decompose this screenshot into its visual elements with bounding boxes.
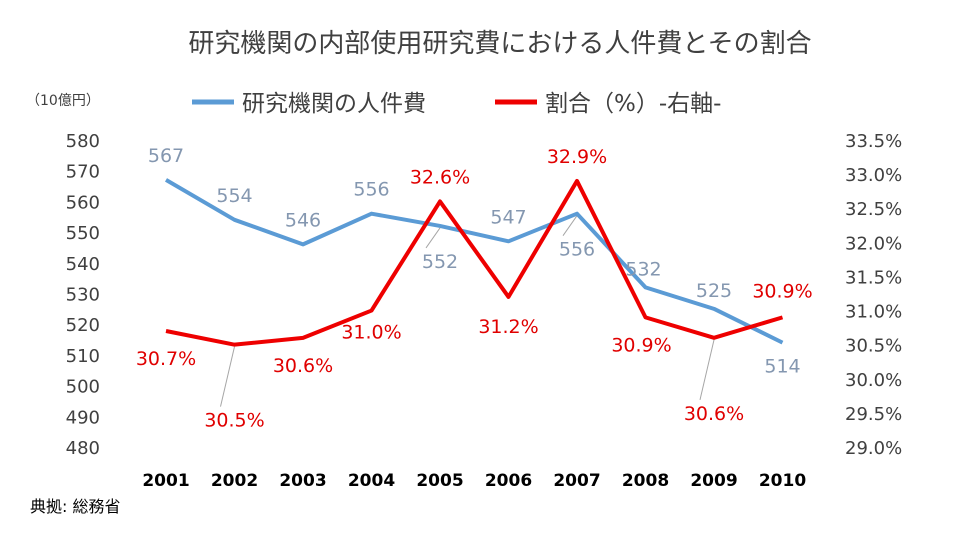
right-tick-label: 30.5% [845,336,902,357]
data-label: 31.2% [478,316,538,338]
left-tick-label: 580 [66,131,100,152]
left-tick-label: 520 [66,315,100,336]
legend: 研究機関の人件費 割合（%）-右軸- [192,91,721,117]
right-tick-label: 30.0% [845,370,902,391]
left-axis-ticks: 580 570 560 550 540 530 520 510 500 490 480 [66,131,100,459]
series-line-ratio [165,178,784,347]
left-tick-label: 480 [66,438,100,459]
data-labels-personnel: 567 554 546 556 552 547 556 532 525 514 [148,145,801,378]
chart-title: 研究機関の内部使用研究費における人件費とその割合 [188,29,811,59]
right-tick-label: 31.5% [845,267,902,288]
legend-label-ratio: 割合（%）-右軸- [545,91,721,117]
data-label: 30.9% [611,334,671,356]
data-label: 31.0% [341,322,401,344]
right-tick-label: 32.5% [845,199,902,220]
label-leader-lines [220,215,715,407]
right-tick-label: 31.0% [845,302,902,323]
data-label: 554 [216,185,252,207]
x-tick-label: 2003 [279,471,326,491]
left-tick-label: 560 [66,192,100,213]
x-tick-label: 2007 [553,471,600,491]
right-tick-label: 32.0% [845,233,902,254]
left-tick-label: 530 [66,285,100,306]
left-tick-label: 500 [66,377,100,398]
right-tick-label: 29.5% [845,404,902,425]
data-label: 556 [559,239,595,261]
data-label: 30.9% [752,280,812,302]
x-tick-label: 2006 [485,471,532,491]
left-tick-label: 540 [66,254,100,275]
source-note: 典拠: 総務省 [30,497,120,516]
right-tick-label: 33.5% [845,131,902,152]
x-axis-ticks: 2001 2002 2003 2004 2005 2006 2007 2008 2009 2010 [142,471,806,491]
left-tick-label: 490 [66,407,100,428]
data-label: 32.6% [410,166,470,188]
data-label: 552 [422,251,458,273]
series-line-personnel [164,178,784,345]
data-label: 525 [696,280,732,302]
x-tick-label: 2002 [211,471,258,491]
data-label: 32.9% [547,146,607,168]
x-tick-label: 2001 [142,471,189,491]
left-tick-label: 550 [66,223,100,244]
data-label: 30.6% [684,403,744,425]
data-label: 30.6% [273,355,333,377]
data-label: 30.5% [204,410,264,432]
data-labels-ratio: 30.7% 30.5% 30.6% 31.0% 32.6% 31.2% 32.9% 30.9%… [136,146,813,432]
data-label: 30.7% [136,348,196,370]
x-tick-label: 2009 [690,471,737,491]
legend-label-personnel: 研究機関の人件費 [242,91,426,117]
left-tick-label: 510 [66,346,100,367]
right-tick-label: 29.0% [845,438,902,459]
x-tick-label: 2008 [622,471,669,491]
x-tick-label: 2004 [348,471,395,491]
x-tick-label: 2005 [416,471,463,491]
data-label: 547 [490,206,526,228]
label-leader-line [425,227,441,249]
data-label: 514 [764,356,800,378]
data-label: 567 [148,145,184,167]
label-leader-line [699,339,715,400]
label-leader-line [220,346,235,407]
data-label: 546 [285,209,321,231]
left-axis-unit: （10億円） [26,93,100,109]
right-axis-ticks: 33.5% 33.0% 32.5% 32.0% 31.5% 31.0% 30.5% 30.0%… [845,131,902,459]
data-label: 532 [625,258,661,280]
label-leader-line [562,215,578,236]
data-label: 556 [353,179,389,201]
left-tick-label: 570 [66,162,100,183]
x-tick-label: 2010 [759,471,806,491]
right-tick-label: 33.0% [845,165,902,186]
